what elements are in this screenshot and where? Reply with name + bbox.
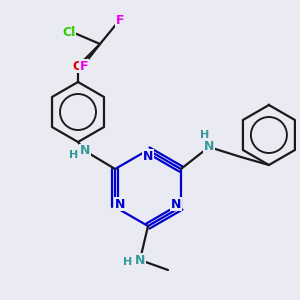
Text: N: N: [80, 145, 90, 158]
Text: F: F: [80, 59, 88, 73]
Text: O: O: [73, 59, 83, 73]
Text: H: H: [200, 130, 209, 140]
Text: F: F: [116, 14, 124, 26]
Text: N: N: [204, 140, 214, 154]
Text: N: N: [135, 254, 145, 266]
Text: Cl: Cl: [62, 26, 76, 38]
Text: N: N: [115, 197, 125, 211]
Text: H: H: [70, 150, 79, 160]
Text: N: N: [143, 149, 153, 163]
Text: N: N: [170, 197, 181, 211]
Text: H: H: [123, 257, 133, 267]
